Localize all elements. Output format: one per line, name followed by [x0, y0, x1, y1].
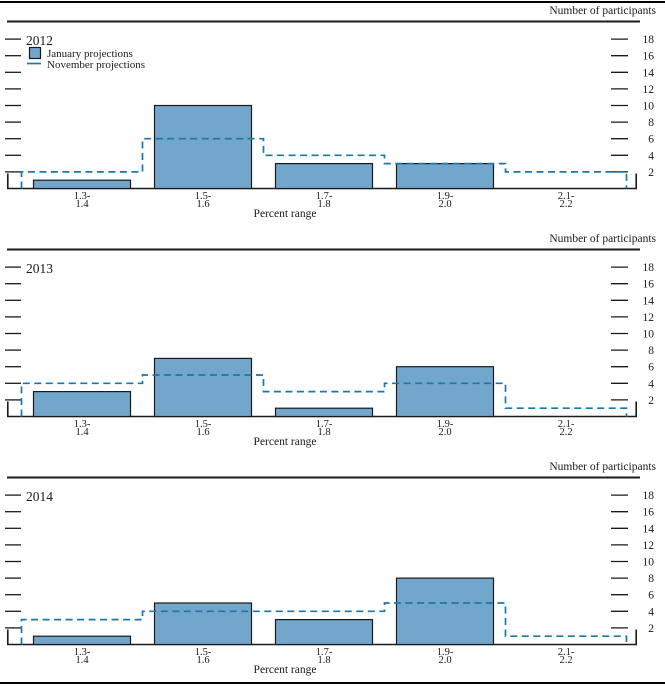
panel-2014: Number of participants 2 4 6 8 10 12 14 16 18 201… — [0, 458, 665, 686]
january-bar — [153, 104, 253, 190]
top-rule — [0, 1, 665, 3]
x-tick-label: 2.1- 2.2 — [557, 191, 575, 210]
january-bar — [395, 163, 495, 190]
legend-january-label: January projections — [47, 48, 133, 60]
x-tick-label: 1.3- 1.4 — [73, 191, 91, 210]
january-bar — [274, 619, 374, 646]
right-axis-label: Number of participants — [549, 233, 656, 245]
y-tick-label: 16 — [643, 51, 655, 63]
y-tick-label: 2 — [648, 167, 654, 179]
y-tick-label: 4 — [648, 606, 654, 618]
x-tick-label: 2.1- 2.2 — [557, 419, 575, 438]
right-axis-label: Number of participants — [549, 461, 656, 473]
x-tick-label: 1.7- 1.8 — [315, 647, 333, 666]
january-bar — [32, 635, 132, 646]
panel-plot: 2 4 6 8 10 12 14 16 18 2013 — [5, 248, 655, 418]
right-axis-label: Number of participants — [549, 5, 656, 17]
x-tick-label: 1.7- 1.8 — [315, 419, 333, 438]
x-tick-label: 1.9- 2.0 — [436, 647, 454, 666]
panel-title: 2013 — [26, 261, 53, 276]
y-tick-label: 6 — [648, 134, 654, 146]
y-tick-label: 18 — [643, 262, 655, 274]
november-step-line — [20, 374, 628, 417]
y-tick-label: 14 — [643, 67, 655, 79]
y-tick-label: 4 — [648, 378, 654, 390]
panel-2013: Number of participants 2 4 6 8 10 12 14 16 18 201… — [0, 230, 665, 458]
bottom-rule — [0, 682, 665, 685]
x-axis-labels: 1.3- 1.4 1.5- 1.6 1.7- 1.8 1.9- 2.0 2.1- 2.2… — [0, 191, 665, 230]
y-tick-label: 14 — [643, 523, 655, 535]
x-axis-labels: 1.3- 1.4 1.5- 1.6 1.7- 1.8 1.9- 2.0 2.1- 2.2… — [0, 647, 665, 686]
x-axis-labels: 1.3- 1.4 1.5- 1.6 1.7- 1.8 1.9- 2.0 2.1- 2.2… — [0, 419, 665, 458]
y-tick-label: 8 — [648, 573, 654, 585]
y-tick-label: 4 — [648, 150, 654, 162]
legend-january-swatch — [28, 46, 42, 60]
x-axis-title: Percent range — [253, 664, 317, 676]
y-tick-label: 18 — [643, 34, 655, 46]
x-axis-title: Percent range — [253, 208, 317, 220]
y-tick-label: 16 — [643, 279, 655, 291]
x-tick-label: 1.3- 1.4 — [73, 419, 91, 438]
january-bar — [395, 577, 495, 646]
legend-november-label: November projections — [47, 59, 145, 71]
november-step-line — [20, 137, 628, 189]
x-tick-label: 1.9- 2.0 — [436, 419, 454, 438]
x-tick-label: 2.1- 2.2 — [557, 647, 575, 666]
x-axis-title: Percent range — [253, 436, 317, 448]
january-bar — [274, 163, 374, 190]
january-bar — [32, 179, 132, 190]
x-tick-label: 1.7- 1.8 — [315, 191, 333, 210]
january-bar — [153, 602, 253, 646]
panel-plot: 2 4 6 8 10 12 14 16 18 2014 — [5, 476, 655, 646]
x-tick-label: 1.5- 1.6 — [194, 419, 212, 438]
x-tick-label: 1.5- 1.6 — [194, 191, 212, 210]
y-tick-label: 12 — [643, 84, 655, 96]
y-tick-label: 2 — [648, 623, 654, 635]
panel-2012: Number of participants 2 4 6 8 10 12 14 16 18 201… — [0, 2, 665, 230]
november-step-line — [20, 602, 628, 645]
x-tick-label: 1.5- 1.6 — [194, 647, 212, 666]
y-tick-label: 8 — [648, 345, 654, 357]
y-tick-label: 2 — [648, 395, 654, 407]
y-tick-label: 10 — [643, 557, 655, 569]
january-bar — [274, 407, 374, 418]
january-bar — [153, 357, 253, 418]
y-tick-label: 12 — [643, 540, 655, 552]
january-bar — [395, 366, 495, 418]
y-tick-label: 14 — [643, 295, 655, 307]
panel-title: 2014 — [26, 489, 53, 504]
y-tick-label: 8 — [648, 117, 654, 129]
x-tick-label: 1.3- 1.4 — [73, 647, 91, 666]
y-tick-label: 12 — [643, 312, 655, 324]
y-tick-label: 16 — [643, 507, 655, 519]
y-tick-label: 10 — [643, 101, 655, 113]
y-tick-label: 18 — [643, 490, 655, 502]
x-tick-label: 1.9- 2.0 — [436, 191, 454, 210]
y-tick-label: 10 — [643, 329, 655, 341]
panel-title: 2012 — [26, 33, 53, 48]
y-tick-label: 6 — [648, 590, 654, 602]
y-tick-label: 6 — [648, 362, 654, 374]
january-bar — [32, 391, 132, 418]
